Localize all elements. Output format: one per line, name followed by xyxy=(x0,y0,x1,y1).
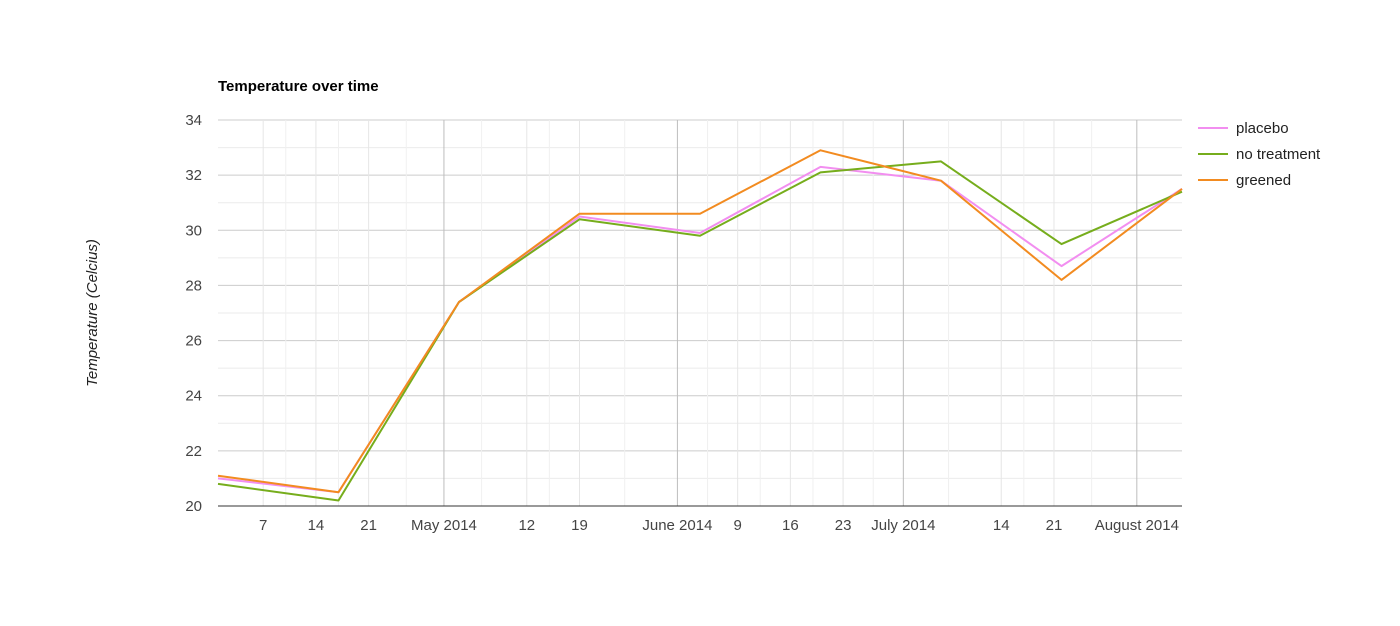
series-line-greened xyxy=(217,149,1183,494)
legend-label: no treatment xyxy=(1236,146,1321,163)
y-tick-label: 28 xyxy=(185,277,202,294)
legend-label: greened xyxy=(1236,172,1291,189)
y-tick-label: 24 xyxy=(185,388,202,405)
x-tick-label: 21 xyxy=(360,517,377,534)
y-tick-label: 34 xyxy=(185,112,202,129)
x-tick-label: 14 xyxy=(308,517,325,534)
x-tick-label: 7 xyxy=(259,517,267,534)
y-tick-label: 26 xyxy=(185,333,202,350)
series-line-placebo xyxy=(217,165,1183,494)
x-tick-label: 21 xyxy=(1046,517,1063,534)
x-tick-label: August 2014 xyxy=(1095,517,1179,534)
legend-item-greened[interactable]: greened xyxy=(1198,172,1291,189)
series-lines xyxy=(217,149,1183,502)
legend-item-no-treatment[interactable]: no treatment xyxy=(1198,146,1321,163)
legend-item-placebo[interactable]: placebo xyxy=(1198,120,1289,137)
x-tick-label: May 2014 xyxy=(411,517,477,534)
y-tick-label: 32 xyxy=(185,167,202,184)
x-tick-label: 14 xyxy=(993,517,1010,534)
x-tick-label: 19 xyxy=(571,517,588,534)
x-tick-label: 16 xyxy=(782,517,799,534)
chart-title: Temperature over time xyxy=(218,78,379,95)
y-tick-label: 20 xyxy=(185,498,202,515)
x-tick-label: 9 xyxy=(733,517,741,534)
x-tick-label: June 2014 xyxy=(642,517,712,534)
axis-ticks: 20 22 24 26 28 30 32 34 7 14 21 May 2014 12 19 June 20… xyxy=(185,112,1179,534)
x-tick-label: 23 xyxy=(835,517,852,534)
x-tick-label: 12 xyxy=(518,517,535,534)
series-line-no-treatment xyxy=(217,160,1183,502)
legend-label: placebo xyxy=(1236,120,1289,137)
y-tick-label: 30 xyxy=(185,222,202,239)
y-tick-label: 22 xyxy=(185,443,202,460)
y-axis-label: Temperature (Celcius) xyxy=(84,239,101,387)
legend: placebo no treatment greened xyxy=(1198,120,1321,189)
x-tick-label: July 2014 xyxy=(871,517,935,534)
gridlines xyxy=(218,119,1182,507)
